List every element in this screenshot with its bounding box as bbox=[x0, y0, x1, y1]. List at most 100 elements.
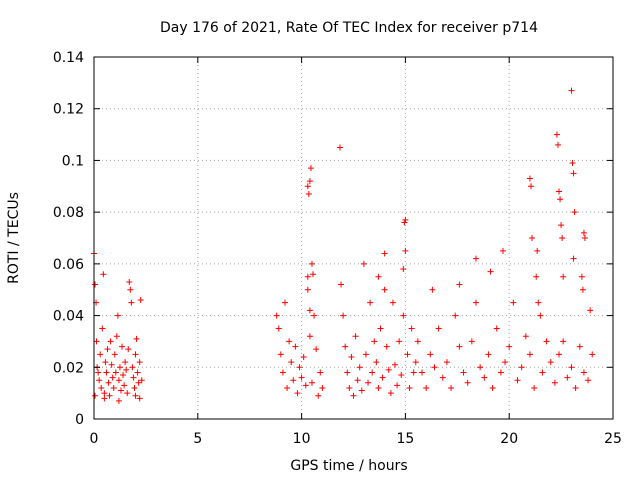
y-tick-label: 0.06 bbox=[53, 257, 84, 273]
data-point bbox=[304, 183, 311, 190]
data-point bbox=[373, 359, 380, 366]
data-point bbox=[367, 299, 374, 306]
data-point bbox=[354, 377, 361, 384]
data-point bbox=[526, 351, 533, 358]
data-point bbox=[317, 369, 324, 376]
data-point bbox=[539, 369, 546, 376]
data-point bbox=[392, 361, 399, 368]
data-point bbox=[419, 369, 426, 376]
data-point bbox=[547, 359, 554, 366]
data-point bbox=[578, 273, 585, 280]
data-point bbox=[587, 307, 594, 314]
data-point bbox=[514, 377, 521, 384]
data-point bbox=[122, 359, 129, 366]
data-point bbox=[350, 392, 357, 399]
data-point bbox=[113, 333, 120, 340]
data-point bbox=[310, 271, 317, 278]
data-point bbox=[452, 312, 459, 319]
data-point bbox=[104, 346, 111, 353]
data-point bbox=[431, 364, 438, 371]
y-tick-label: 0.02 bbox=[53, 360, 84, 376]
data-point bbox=[381, 250, 388, 257]
data-point bbox=[304, 286, 311, 293]
data-point bbox=[502, 359, 509, 366]
plot-frame bbox=[93, 56, 614, 420]
data-point bbox=[342, 343, 349, 350]
data-point bbox=[414, 338, 421, 345]
data-point bbox=[560, 338, 567, 345]
data-point bbox=[406, 384, 413, 391]
data-point bbox=[95, 369, 102, 376]
data-point bbox=[101, 395, 108, 402]
data-point bbox=[489, 384, 496, 391]
y-tick-label: 0.04 bbox=[53, 309, 84, 325]
x-tick-label: 20 bbox=[500, 431, 518, 447]
data-point bbox=[119, 343, 126, 350]
data-point bbox=[302, 382, 309, 389]
data-point bbox=[369, 369, 376, 376]
data-point bbox=[127, 286, 134, 293]
data-point bbox=[554, 141, 561, 148]
data-point bbox=[497, 369, 504, 376]
data-point bbox=[553, 131, 560, 138]
data-point bbox=[337, 144, 344, 151]
data-point bbox=[570, 255, 577, 262]
data-point bbox=[110, 384, 117, 391]
data-point bbox=[116, 364, 123, 371]
data-point bbox=[556, 188, 563, 195]
x-tick-label: 0 bbox=[90, 431, 99, 447]
data-point bbox=[410, 369, 417, 376]
data-point bbox=[404, 351, 411, 358]
data-point bbox=[564, 374, 571, 381]
data-point bbox=[485, 351, 492, 358]
data-point bbox=[360, 260, 367, 267]
data-point bbox=[311, 312, 318, 319]
data-point bbox=[510, 299, 517, 306]
data-point bbox=[423, 384, 430, 391]
x-tick-label: 5 bbox=[193, 431, 202, 447]
data-point bbox=[298, 374, 305, 381]
data-point bbox=[576, 343, 583, 350]
data-point bbox=[572, 384, 579, 391]
data-point bbox=[581, 235, 588, 241]
data-point bbox=[472, 299, 479, 306]
data-point bbox=[296, 364, 303, 371]
data-point bbox=[371, 338, 378, 345]
data-point bbox=[400, 312, 407, 319]
data-point bbox=[117, 387, 124, 394]
data-point bbox=[394, 382, 401, 389]
data-point bbox=[338, 281, 345, 288]
y-tick-label: 0.14 bbox=[53, 50, 84, 66]
data-point bbox=[107, 338, 114, 345]
y-tick-label: 0.1 bbox=[62, 153, 84, 169]
data-point bbox=[136, 359, 143, 366]
x-tick-label: 25 bbox=[604, 431, 622, 447]
data-point bbox=[533, 273, 540, 280]
data-point bbox=[131, 384, 138, 391]
data-point bbox=[305, 191, 312, 198]
data-point bbox=[96, 377, 103, 384]
data-point bbox=[138, 377, 145, 384]
data-point bbox=[115, 377, 122, 384]
data-point bbox=[284, 384, 291, 391]
data-point bbox=[365, 379, 372, 386]
data-point bbox=[493, 325, 500, 332]
data-point bbox=[356, 364, 363, 371]
data-point bbox=[319, 384, 326, 391]
data-point bbox=[568, 364, 575, 371]
data-point bbox=[306, 307, 313, 314]
data-point bbox=[477, 364, 484, 371]
data-point bbox=[306, 333, 313, 340]
data-point bbox=[114, 312, 121, 319]
data-point bbox=[307, 165, 314, 172]
data-point bbox=[558, 222, 565, 229]
data-point bbox=[557, 196, 564, 203]
data-point bbox=[279, 369, 286, 376]
data-point bbox=[128, 299, 135, 306]
data-point bbox=[381, 286, 388, 293]
data-point bbox=[499, 247, 506, 254]
data-point bbox=[375, 273, 382, 280]
data-point bbox=[464, 379, 471, 386]
data-point bbox=[531, 384, 538, 391]
